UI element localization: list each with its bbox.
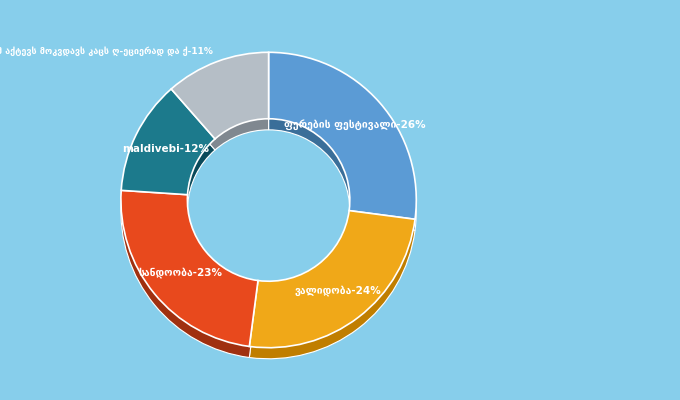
Wedge shape bbox=[121, 202, 258, 358]
Text: ფერების ფესტივალი-26%: ფერების ფესტივალი-26% bbox=[284, 119, 426, 130]
Text: სიყვარულია რომ აქტევს მოკვდავს კაცს ღ-ეციერად და ქ-11%: სიყვარულია რომ აქტევს მოკვდავს კაცს ღ-ეც… bbox=[0, 46, 212, 56]
Wedge shape bbox=[171, 52, 269, 139]
Wedge shape bbox=[269, 52, 416, 219]
Text: ვალიდობა-24%: ვალიდობა-24% bbox=[295, 286, 381, 296]
Text: სანდოობა-23%: სანდოობა-23% bbox=[138, 267, 222, 278]
Wedge shape bbox=[269, 63, 416, 230]
Wedge shape bbox=[121, 89, 215, 195]
Wedge shape bbox=[121, 100, 215, 206]
Text: maldivebi-12%: maldivebi-12% bbox=[122, 144, 209, 154]
Wedge shape bbox=[121, 190, 258, 346]
Wedge shape bbox=[250, 211, 415, 348]
Wedge shape bbox=[250, 222, 415, 359]
Wedge shape bbox=[171, 63, 269, 150]
